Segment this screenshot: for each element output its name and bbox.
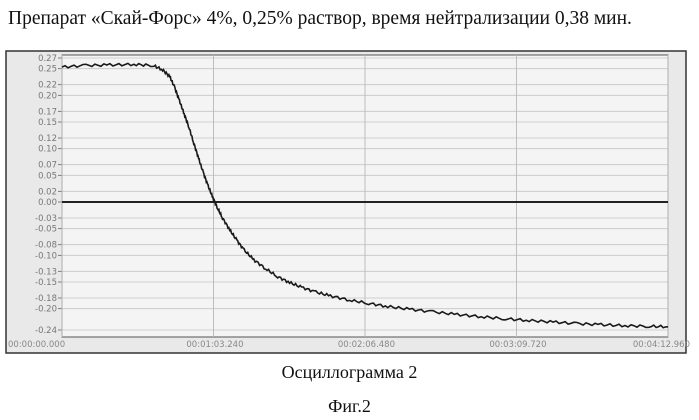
- oscillogram-chart: 0.270.25 0.220.20 0.170.15 0.120.10 0.070.05…: [0, 0, 699, 356]
- y-tick-label: 0.20: [38, 91, 57, 101]
- x-tick-label: 00:04:12.960: [633, 340, 690, 350]
- y-tick-label: -0.15: [35, 278, 57, 288]
- x-tick-label: 00:01:03.240: [186, 340, 243, 350]
- y-tick-label: 0.12: [38, 134, 57, 144]
- y-tick-label: 0.10: [38, 145, 57, 155]
- y-tick-label: 0.17: [38, 107, 57, 117]
- x-tick-label: 00:03:09.720: [489, 340, 546, 350]
- y-tick-label: -0.24: [35, 326, 57, 336]
- x-tick-label: 00:02:06.480: [338, 340, 395, 350]
- y-tick-label: -0.08: [35, 241, 57, 251]
- y-tick-labels: 0.270.25 0.220.20 0.170.15 0.120.10 0.070.05…: [35, 54, 57, 336]
- y-tick-label: 0.27: [38, 54, 57, 64]
- y-tick-label: 0.00: [38, 198, 57, 208]
- y-tick-label: -0.03: [35, 214, 57, 224]
- y-tick-label: -0.18: [35, 294, 57, 304]
- y-tick-label: 0.07: [38, 161, 57, 171]
- y-tick-label: -0.05: [35, 225, 57, 235]
- y-tick-label: -0.20: [35, 305, 57, 315]
- y-tick-label: -0.10: [35, 251, 57, 261]
- x-tick-label: 00:00:00.000: [8, 340, 65, 350]
- figure-label: Фиг.2: [0, 396, 699, 417]
- y-tick-label: 0.05: [38, 171, 57, 181]
- y-tick-label: 0.25: [38, 65, 57, 75]
- y-tick-label: 0.22: [38, 81, 57, 91]
- y-tick-label: 0.15: [38, 118, 57, 128]
- y-tick-label: -0.13: [35, 267, 57, 277]
- oscillogram-caption: Осциллограмма 2: [0, 362, 699, 383]
- y-tick-label: 0.02: [38, 187, 57, 197]
